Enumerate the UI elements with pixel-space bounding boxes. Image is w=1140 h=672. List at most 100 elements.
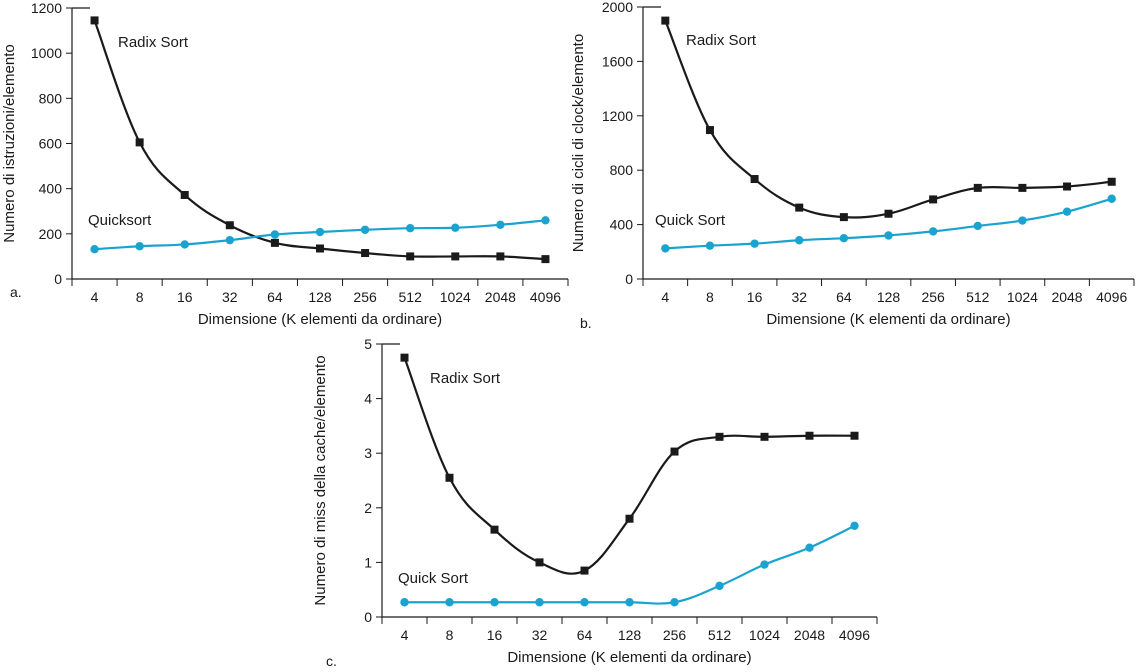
y-axis-title: Numero di istruzioni/elemento [1,44,18,242]
quick-sort-point [315,227,325,237]
radix-sort-point [406,252,415,261]
x-tick-label: 1024 [440,289,471,305]
x-tick-label: 4 [91,289,99,305]
radix-sort-point [451,252,460,261]
x-tick-label: 16 [487,627,503,643]
x-tick-label: 64 [577,627,593,643]
quick-sort-point [973,221,982,231]
y-axis-title: Numero di miss della cache/elemento [312,355,329,605]
quick-sort-point [760,560,769,569]
x-tick-label: 128 [308,289,332,305]
radix-sort-point [750,175,759,184]
radix-sort-point [90,16,99,25]
x-tick-label: 32 [222,289,238,305]
x-tick-label: 512 [708,627,732,643]
radix-sort-point [670,447,679,456]
y-tick-label: 600 [39,136,63,152]
x-tick-label: 8 [446,627,454,643]
x-tick-label: 128 [877,289,901,305]
radix-sort-point [795,203,804,212]
quick-sort-point [715,581,724,591]
radix-sort-label: Radix Sort [118,34,189,51]
radix-sort-point [400,353,409,362]
panel-label: c. [326,653,337,669]
chart-panel-c: 0 1 2 3 4 5 4 8 16 32 64 128 256 512 1024 2048 4096 Dimen… [312,336,878,669]
y-tick-label: 400 [610,217,634,233]
quick-sort-point [405,223,415,233]
radix-sort-point [490,525,499,534]
panel-label: a. [10,284,22,300]
radix-sort-point [180,190,189,199]
y-tick-label: 1200 [31,0,62,16]
radix-sort-point [535,558,544,567]
y-tick-label: 800 [39,90,63,106]
x-tick-label: 4096 [530,289,561,305]
quick-sort-point [90,244,99,254]
x-tick-label: 2048 [1051,289,1082,305]
x-tick-label: 256 [663,627,687,643]
radix-sort-point [270,238,279,247]
quick-sort-label: Quick Sort [398,570,469,587]
y-tick-label: 200 [39,226,63,242]
radix-sort-label: Radix Sort [686,32,757,49]
y-tick-label: 0 [364,609,372,625]
quick-sort-point [625,598,634,607]
radix-sort-series-line [93,20,546,261]
radix-sort-point [361,249,370,258]
y-tick-label: 800 [610,162,634,178]
x-tick-label: 256 [921,289,945,305]
quick-sort-point [360,225,370,234]
y-tick-label: 2 [364,500,372,516]
quick-sort-label: Quicksort [88,212,152,229]
x-tick-label: 1024 [749,627,780,643]
x-axis-title: Dimensione (K elementi da ordinare) [766,311,1010,328]
radix-sort-point [1063,182,1072,191]
quick-sort-series-line [404,524,855,605]
y-tick-label: 3 [364,445,372,461]
x-tick-label: 32 [791,289,807,305]
x-tick-label: 512 [966,289,990,305]
quick-sort-point [541,216,550,225]
x-tick-label: 512 [399,289,423,305]
quick-sort-point [135,242,144,251]
quick-sort-point [670,598,679,607]
x-axis-title: Dimensione (K elementi da ordinare) [507,649,751,666]
quick-sort-label: Quick Sort [655,212,726,229]
quick-sort-point [1062,207,1072,216]
y-tick-label: 400 [39,181,63,197]
chart-panel-b: 0 400 800 1200 1600 2000 4 8 16 32 64 128 256 512 1024… [570,0,1135,331]
x-tick-label: 4096 [839,627,870,643]
quick-sort-point [1107,194,1116,203]
radix-sort-point [580,566,589,575]
quick-sort-point [705,241,715,250]
radix-sort-label: Radix Sort [430,370,501,387]
radix-sort-point [445,473,454,482]
y-tick-label: 1 [364,554,372,570]
radix-sort-point [625,514,634,523]
y-tick-label: 4 [364,391,372,407]
chart-panel-a: 0 200 400 600 800 1000 1200 4 8 16 32 64 128 256 512 10… [1,0,569,328]
quick-sort-point [750,239,759,248]
x-tick-label: 64 [836,289,852,305]
radix-sort-point [850,431,859,440]
radix-sort-point [760,432,769,441]
y-axis-title: Numero di cicli di clock/elemento [570,34,587,252]
x-tick-label: 16 [747,289,763,305]
x-tick-label: 4096 [1096,289,1127,305]
radix-sort-point [1018,183,1027,192]
x-tick-label: 1024 [1007,289,1038,305]
x-axis-title: Dimensione (K elementi da ordinare) [198,311,442,328]
radix-sort-point [715,432,724,441]
radix-sort-point [805,431,814,440]
y-tick-label: 1000 [31,45,62,61]
radix-sort-point [135,138,144,147]
x-tick-label: 32 [532,627,548,643]
x-tick-label: 2048 [794,627,825,643]
x-tick-label: 4 [401,627,409,643]
quick-sort-point [580,598,589,607]
radix-sort-point [929,195,938,204]
radix-sort-series-line [664,20,1112,219]
quick-sort-series-line [665,197,1112,250]
radix-sort-point [316,244,324,253]
y-tick-label: 0 [54,271,62,287]
